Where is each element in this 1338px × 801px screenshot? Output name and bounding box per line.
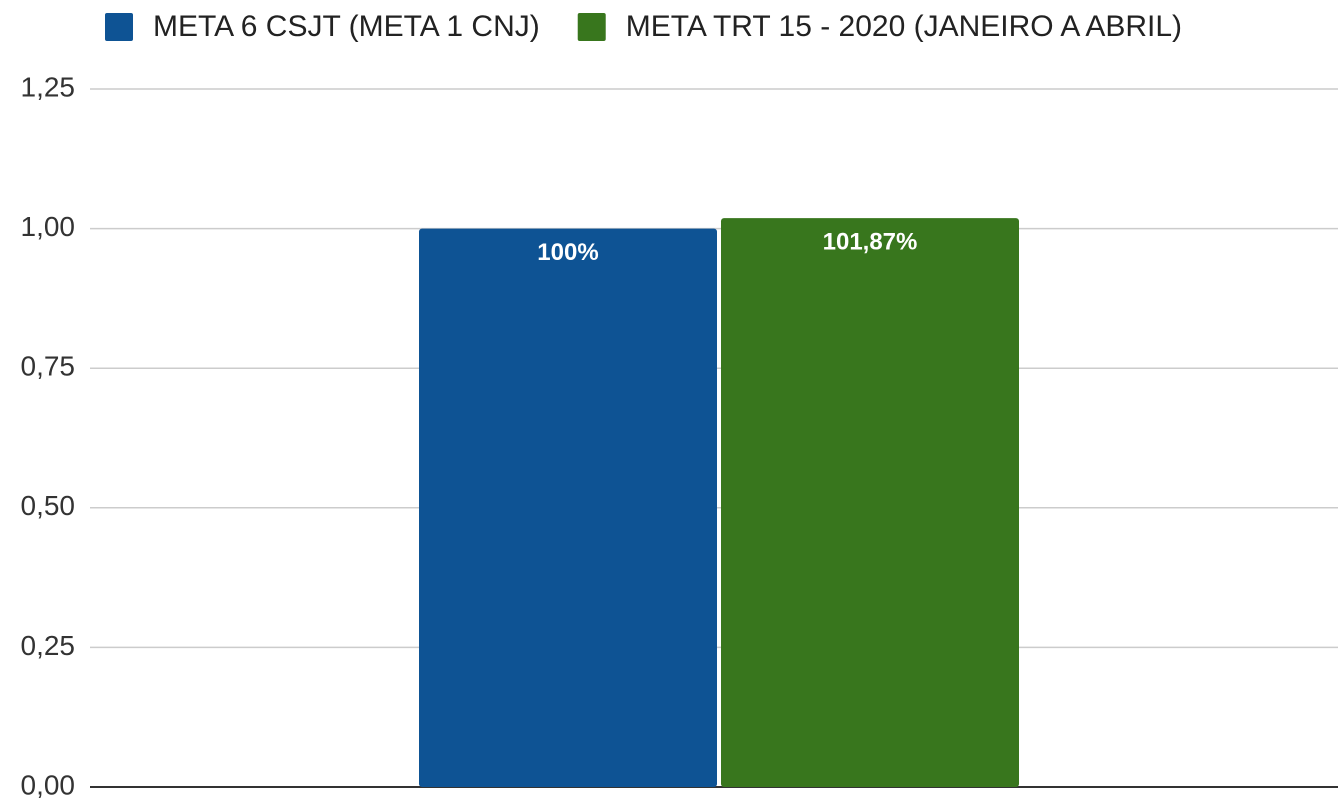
legend-swatch (577, 13, 606, 41)
y-tick-label: 0,25 (21, 630, 76, 661)
value-label: 100% (537, 239, 598, 266)
legend-label: META TRT 15 - 2020 (JANEIRO A ABRIL) (626, 10, 1182, 43)
y-tick-label: 0,50 (21, 490, 76, 521)
legend-label: META 6 CSJT (META 1 CNJ) (153, 10, 540, 43)
bar (721, 218, 1019, 788)
y-tick-label: 0,00 (21, 769, 76, 800)
y-tick-label: 1,25 (21, 71, 76, 102)
legend-swatch (105, 13, 133, 41)
y-tick-label: 1,00 (21, 211, 76, 242)
y-tick-label: 0,75 (21, 351, 76, 382)
bar (419, 228, 717, 788)
value-label: 101,87% (823, 229, 918, 256)
